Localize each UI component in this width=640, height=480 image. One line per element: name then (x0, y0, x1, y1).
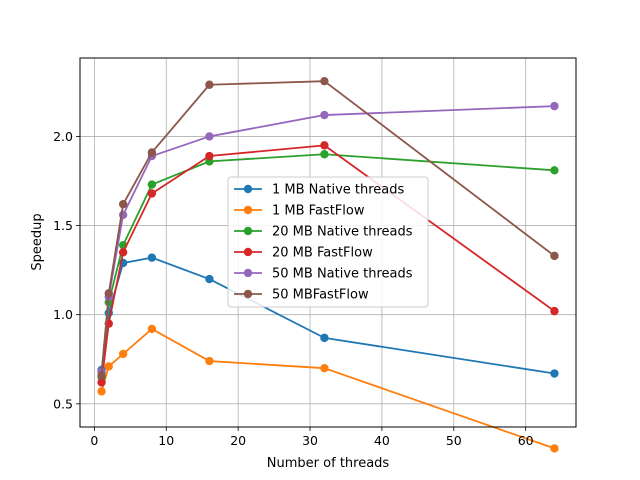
legend: 1 MB Native threads 1 MB FastFlow 20 MB Na… (227, 176, 429, 308)
data-point (320, 110, 329, 120)
data-point (147, 148, 157, 157)
legend-item: 20 MB Native threads (234, 225, 413, 240)
legend-item: 1 MB Native threads (234, 183, 405, 198)
legend-label: 50 MBFastFlow (272, 288, 369, 303)
legend-item: 50 MB Native threads (234, 267, 413, 282)
x-tick-label: 40 (374, 433, 390, 448)
data-point (205, 151, 214, 161)
series-3 (97, 141, 559, 387)
data-point (97, 387, 106, 396)
legend-item: 20 MB FastFlow (234, 246, 373, 261)
x-tick-label: 50 (446, 433, 462, 448)
legend-label: 20 MB FastFlow (272, 246, 373, 261)
legend-item: 1 MB FastFlow (234, 204, 365, 219)
y-tick-label: 2.0 (53, 129, 73, 144)
data-point (320, 363, 329, 373)
legend-marker (243, 226, 253, 236)
x-tick-label: 20 (230, 433, 246, 448)
legend-label: 1 MB FastFlow (272, 204, 365, 219)
legend-marker (243, 184, 253, 194)
series-5 (97, 76, 559, 380)
data-point (320, 333, 329, 343)
data-point (118, 199, 128, 209)
legend-label: 1 MB Native threads (272, 183, 405, 198)
legend-marker (243, 205, 253, 215)
plot-frame (79, 57, 577, 428)
data-point (97, 378, 106, 387)
series-1 (97, 324, 559, 453)
data-point (205, 80, 214, 89)
legend-item: 50 MBFastFlow (234, 288, 369, 303)
data-point (205, 132, 214, 141)
legend-marker (243, 289, 253, 299)
data-point (320, 150, 329, 159)
data-point (550, 101, 559, 111)
data-point (205, 274, 214, 284)
data-point (97, 371, 106, 380)
data-point (205, 356, 214, 366)
x-tick-label: 30 (302, 433, 318, 448)
x-axis-label: Number of threads (267, 456, 390, 471)
legend-marker (243, 268, 253, 278)
data-point (147, 324, 157, 334)
data-point (320, 141, 329, 150)
x-axis: 0 10 20 30 40 50 60 (90, 427, 534, 448)
data-point (550, 369, 559, 378)
data-point (118, 349, 128, 359)
x-tick-label: 0 (90, 433, 98, 448)
x-tick-label: 10 (158, 433, 174, 448)
data-point (550, 166, 559, 175)
data-point (550, 444, 559, 453)
y-tick-label: 1.5 (53, 218, 73, 233)
legend-marker (243, 247, 253, 257)
data-point (147, 253, 157, 262)
data-point (104, 289, 113, 298)
x-tick-label: 60 (518, 433, 534, 448)
data-point (320, 76, 329, 86)
series-line (100, 328, 555, 450)
legend-label: 20 MB Native threads (272, 225, 413, 240)
data-point (550, 251, 559, 261)
series-layer (97, 76, 559, 453)
y-axis: 0.5 1.0 1.5 2.0 (53, 129, 80, 411)
data-point (147, 180, 157, 189)
data-point (147, 189, 157, 198)
data-point (104, 362, 113, 371)
y-tick-label: 1.0 (53, 307, 73, 322)
data-point (550, 306, 559, 316)
legend-box (227, 176, 429, 308)
legend-label: 50 MB Native threads (272, 267, 413, 282)
y-tick-label: 0.5 (53, 396, 73, 411)
data-point (118, 248, 128, 257)
y-axis-label: Speedup (30, 213, 45, 270)
